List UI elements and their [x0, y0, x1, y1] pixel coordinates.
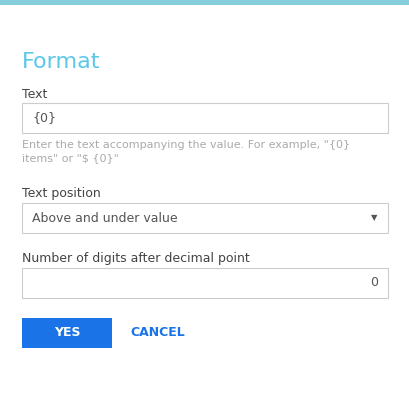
- Text: Text position: Text position: [22, 187, 101, 200]
- Text: 0: 0: [369, 277, 377, 290]
- Text: YES: YES: [54, 326, 80, 340]
- Text: Enter the text accompanying the value. For example, "{0}: Enter the text accompanying the value. F…: [22, 140, 349, 150]
- FancyBboxPatch shape: [0, 0, 409, 5]
- FancyBboxPatch shape: [22, 268, 387, 298]
- Text: Text: Text: [22, 88, 47, 101]
- FancyBboxPatch shape: [22, 318, 112, 348]
- FancyBboxPatch shape: [22, 103, 387, 133]
- Text: ▼: ▼: [370, 213, 376, 223]
- Text: Number of digits after decimal point: Number of digits after decimal point: [22, 252, 249, 265]
- Text: {0}: {0}: [32, 111, 56, 124]
- Text: Above and under value: Above and under value: [32, 211, 177, 225]
- FancyBboxPatch shape: [22, 203, 387, 233]
- Text: CANCEL: CANCEL: [130, 326, 184, 340]
- Text: Format: Format: [22, 52, 100, 72]
- Text: items" or "$ {0}": items" or "$ {0}": [22, 153, 119, 163]
